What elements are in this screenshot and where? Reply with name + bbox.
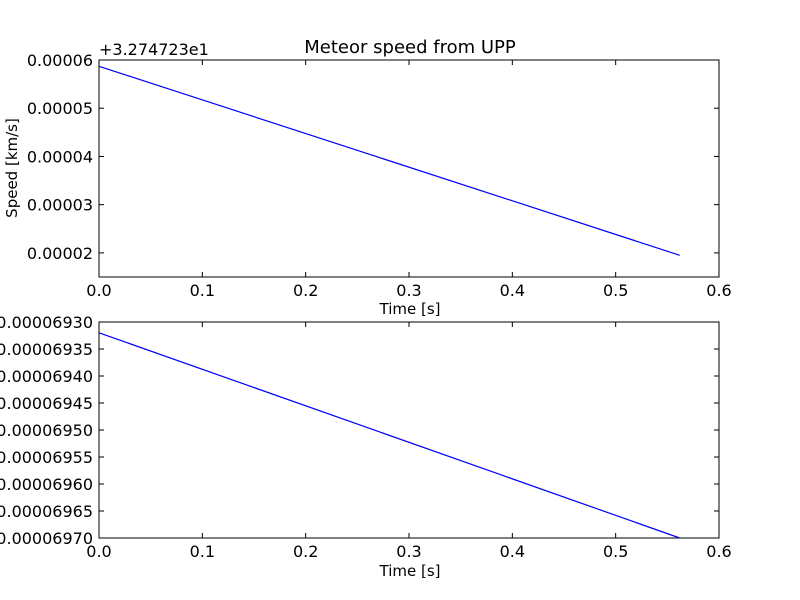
bottom-x-tick-label: 0.4 bbox=[500, 542, 525, 561]
top-x-tick-label: 0.2 bbox=[293, 281, 318, 300]
bottom-x-tick-label: 0.0 bbox=[86, 542, 111, 561]
y-offset-label: +3.274723e1 bbox=[99, 40, 209, 59]
top-subplot: Meteor speed from UPP +3.274723e1 Time [… bbox=[3, 37, 732, 318]
bottom-y-tick-label: 0.00006930 bbox=[0, 313, 93, 332]
top-y-tick-label: 0.00006 bbox=[27, 51, 93, 70]
bottom-y-tick-label: 0.00006955 bbox=[0, 448, 93, 467]
bottom-x-tick-label: 0.6 bbox=[706, 542, 731, 561]
bottom-y-tick-label: 0.00006960 bbox=[0, 475, 93, 494]
bottom-plot-area: 0.0 0.1 0.2 0.3 0.4 0.5 0.6 0.00006930 0.0000693… bbox=[0, 313, 732, 561]
bottom-y-tick-label: 0.00006970 bbox=[0, 529, 93, 548]
bottom-y-tick-label: 0.00006965 bbox=[0, 502, 93, 521]
bottom-y-tick-label: 0.00006940 bbox=[0, 367, 93, 386]
chart-title: Meteor speed from UPP bbox=[304, 37, 516, 58]
bottom-x-tick-label: 0.2 bbox=[293, 542, 318, 561]
bottom-x-tick-label: 0.5 bbox=[603, 542, 628, 561]
top-y-tick-label: 0.00005 bbox=[27, 99, 93, 118]
top-y-tick-label: 0.00004 bbox=[27, 147, 93, 166]
top-x-tick-label: 0.5 bbox=[603, 281, 628, 300]
top-y-axis-label: Speed [km/s] bbox=[3, 118, 21, 218]
bottom-speed-line bbox=[98, 332, 680, 539]
bottom-y-tick-label: 0.00006945 bbox=[0, 394, 93, 413]
top-y-tick-label: 0.00002 bbox=[27, 244, 93, 263]
top-plot-area: 0.0 0.1 0.2 0.3 0.4 0.5 0.6 0.00002 0.00003 0.000… bbox=[27, 51, 732, 300]
bottom-y-tick-label: 0.00006935 bbox=[0, 340, 93, 359]
bottom-x-tick-label: 0.1 bbox=[190, 542, 215, 561]
top-x-tick-label: 0.1 bbox=[190, 281, 215, 300]
top-x-tick-label: 0.3 bbox=[396, 281, 421, 300]
top-x-axis-label: Time [s] bbox=[379, 300, 441, 318]
top-speed-line bbox=[98, 65, 680, 256]
top-x-tick-label: 0.0 bbox=[86, 281, 111, 300]
bottom-subplot: Time [s] 0.0 0.1 0.2 0.3 0.4 0.5 0.6 0.00006930… bbox=[0, 313, 732, 580]
bottom-y-tick-label: 0.00006950 bbox=[0, 421, 93, 440]
bottom-x-axis-label: Time [s] bbox=[379, 562, 441, 580]
top-y-tick-label: 0.00003 bbox=[27, 196, 93, 215]
bottom-x-tick-label: 0.3 bbox=[396, 542, 421, 561]
top-x-tick-label: 0.6 bbox=[706, 281, 731, 300]
top-x-tick-label: 0.4 bbox=[500, 281, 525, 300]
